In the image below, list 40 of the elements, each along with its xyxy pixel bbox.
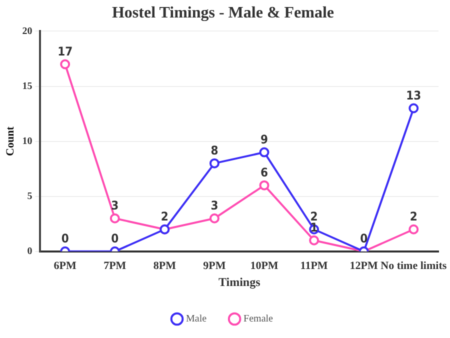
point <box>110 213 120 224</box>
data-label: 2 <box>160 210 168 224</box>
chart-title: Hostel Timings - Male & Female <box>112 4 334 22</box>
x-tick-label: 9PM <box>203 260 226 272</box>
legend-label: Male <box>186 314 208 325</box>
point <box>259 147 270 158</box>
x-tick-label: 11PM <box>300 260 328 272</box>
point <box>259 180 270 190</box>
y-axis-title: Count <box>4 126 16 156</box>
data-label: 17 <box>58 44 73 58</box>
point <box>209 213 220 224</box>
x-tick-label: No time limits <box>380 260 448 272</box>
y-tick-label: 5 <box>27 190 32 202</box>
data-label: 2 <box>410 210 418 224</box>
data-label: 0 <box>61 232 69 246</box>
x-axis-title: Timings <box>218 274 261 289</box>
data-label: 6 <box>260 165 268 180</box>
point <box>209 158 220 168</box>
x-tick-label: 12PM <box>350 260 379 272</box>
data-label: 0 <box>360 232 368 246</box>
x-tick-label: 10PM <box>250 260 279 272</box>
y-tick-label: 20 <box>22 26 32 37</box>
data-label: 9 <box>260 132 268 146</box>
data-label: 3 <box>111 198 119 212</box>
data-label: 3 <box>210 198 218 212</box>
data-label: 0 <box>111 232 119 246</box>
point <box>309 235 320 246</box>
y-tick-label: 10 <box>22 136 32 147</box>
x-tick-label: 8PM <box>153 260 177 272</box>
x-tick-label: 6PM <box>54 260 78 272</box>
data-label: 13 <box>406 88 422 102</box>
point <box>408 103 419 114</box>
point <box>60 59 70 70</box>
x-tick-label: 7PM <box>104 260 127 272</box>
point <box>408 224 419 234</box>
y-tick-label: 0 <box>27 246 32 257</box>
data-label: 2 <box>310 210 318 224</box>
y-tick-label: 15 <box>22 80 32 92</box>
legend-label: Female <box>244 314 274 325</box>
data-label: 8 <box>210 143 218 158</box>
